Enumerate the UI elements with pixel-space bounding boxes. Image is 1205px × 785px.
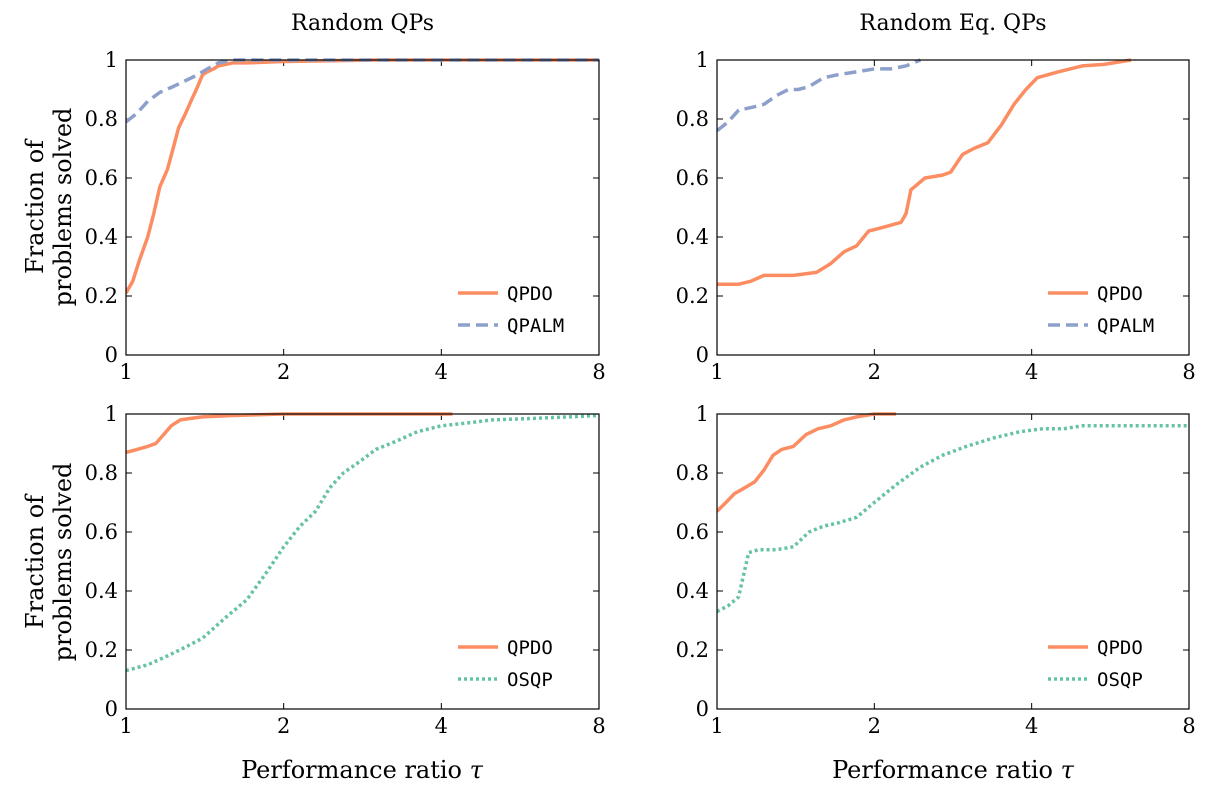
y-tick-label: 0.4 [85, 225, 118, 249]
y-tick-label: 0.2 [85, 638, 118, 662]
y-tick-label: 0.2 [676, 284, 709, 308]
series-line-qpdo [126, 412, 453, 455]
y-tick-label: 0.6 [676, 166, 709, 190]
legend-label-qpdo: QPDO [507, 637, 553, 659]
y-tick-label: 0.4 [85, 579, 118, 603]
series-line-osqp [717, 424, 1189, 614]
legend: QPDO QPALM [1048, 283, 1154, 337]
x-tick-label: 1 [710, 360, 723, 384]
x-tick-label: 2 [277, 360, 290, 384]
x-tick-label: 4 [1025, 714, 1038, 738]
y-tick-label: 0.4 [676, 225, 709, 249]
series-line-qpdo [717, 412, 896, 513]
legend: QPDO QPALM [458, 283, 564, 337]
x-tick-label: 1 [119, 714, 132, 738]
legend-label-qpalm: QPALM [507, 315, 564, 337]
y-tick-label: 0.2 [85, 284, 118, 308]
series-line-qpalm [126, 58, 599, 124]
xlabel-left: Performance ratio τ [241, 756, 484, 784]
y-tick-label: 0 [105, 697, 118, 721]
x-tick-label: 8 [1182, 360, 1195, 384]
legend-label-osqp: OSQP [1097, 669, 1143, 691]
x-tick-label: 4 [435, 360, 448, 384]
ylabel-bottom-line1: Fraction of [21, 493, 49, 629]
plot-frame [716, 413, 1190, 710]
chart-panel-1: Random QPs 1 2 4 8 0 0.2 0.4 0.6 0.8 1 QPDO QPALM [85, 11, 606, 384]
y-tick-label: 0.4 [676, 579, 709, 603]
y-tick-label: 0.8 [676, 461, 709, 485]
y-tick-label: 0.8 [85, 107, 118, 131]
y-tick-label: 0 [696, 343, 709, 367]
y-tick-label: 1 [105, 48, 118, 72]
series-line-osqp [126, 413, 599, 673]
chart-panel-3: 1 2 4 8 0 0.2 0.4 0.6 0.8 1 QPDO OSQP [85, 402, 606, 738]
plot-frame [716, 59, 1190, 356]
y-tick-label: 0.6 [85, 166, 118, 190]
legend-label-qpdo: QPDO [1097, 637, 1143, 659]
series-line-qpdo [126, 58, 599, 294]
plot-frame [125, 59, 600, 356]
x-tick-label: 8 [1182, 714, 1195, 738]
x-tick-label: 4 [435, 714, 448, 738]
x-tick-label: 1 [710, 714, 723, 738]
ylabel-top-line1: Fraction of [21, 138, 49, 274]
ylabel-bottom-line2: problems solved [49, 463, 77, 662]
x-tick-label: 2 [868, 360, 881, 384]
y-tick-label: 0.6 [85, 520, 118, 544]
legend-label-qpdo: QPDO [507, 283, 553, 305]
y-tick-label: 0.8 [85, 461, 118, 485]
x-tick-label: 1 [119, 360, 132, 384]
y-tick-label: 0.6 [676, 520, 709, 544]
y-tick-label: 0.8 [676, 107, 709, 131]
x-tick-label: 2 [868, 714, 881, 738]
series-line-qpalm [717, 58, 922, 133]
y-tick-label: 1 [696, 48, 709, 72]
y-tick-label: 0 [696, 697, 709, 721]
xlabel-right: Performance ratio τ [832, 756, 1075, 784]
legend: QPDO OSQP [1048, 637, 1143, 691]
series-line-qpdo [717, 58, 1132, 286]
y-tick-label: 1 [105, 402, 118, 426]
chart-title: Random Eq. QPs [859, 11, 1046, 36]
y-tick-label: 0 [105, 343, 118, 367]
legend: QPDO OSQP [458, 637, 553, 691]
x-tick-label: 8 [592, 714, 605, 738]
x-tick-label: 4 [1025, 360, 1038, 384]
legend-label-qpalm: QPALM [1097, 315, 1154, 337]
chart-panel-4: 1 2 4 8 0 0.2 0.4 0.6 0.8 1 QPDO OSQP [676, 402, 1196, 738]
chart-title: Random QPs [291, 11, 434, 36]
y-tick-label: 1 [696, 402, 709, 426]
x-tick-label: 2 [277, 714, 290, 738]
y-tick-label: 0.2 [676, 638, 709, 662]
legend-label-qpdo: QPDO [1097, 283, 1143, 305]
legend-label-osqp: OSQP [507, 669, 553, 691]
chart-panel-2: Random Eq. QPs 1 2 4 8 0 0.2 0.4 0.6 0.8 1 QPDO QPAL… [676, 11, 1196, 384]
ylabel-top-line2: problems solved [49, 108, 77, 307]
x-tick-label: 8 [592, 360, 605, 384]
plot-frame [125, 413, 600, 710]
